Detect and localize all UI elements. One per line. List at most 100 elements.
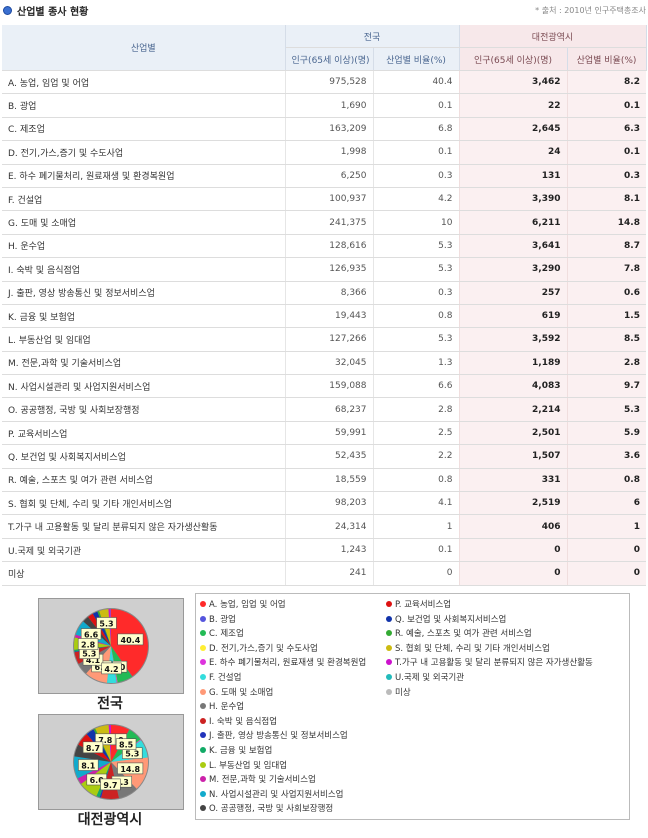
daejeon-ratio-cell: 2.8 — [566, 351, 646, 376]
legend-swatch-icon — [200, 659, 206, 666]
legend-item: I. 숙박 및 음식점업 — [200, 715, 277, 727]
pie-label-box — [101, 662, 122, 675]
pie-data-label: 6.3 — [115, 778, 129, 787]
national-ratio-cell: 1.3 — [372, 351, 459, 376]
table-row: E. 하수 폐기물처리, 원료재생 및 환경복원업 6,250 0.3 131 0.3 — [2, 164, 646, 188]
national-pop-cell: 98,203 — [284, 491, 373, 516]
legend-label: K. 금융 및 보험업 — [209, 746, 273, 756]
national-pop-cell: 6,250 — [284, 164, 373, 188]
industry-name-cell: C. 제조업 — [2, 117, 285, 142]
legend-item: E. 하수 폐기물처리, 원료재생 및 환경복원업 — [200, 656, 366, 668]
group-national-header: 전국 — [285, 25, 460, 48]
legend-swatch-icon — [200, 805, 206, 812]
legend-item: R. 예술, 스포츠 및 여가 관련 서비스업 — [386, 627, 532, 639]
national-pop-cell: 241 — [284, 561, 373, 586]
table-row: G. 도매 및 소매업 241,375 10 6,211 14.8 — [2, 210, 646, 235]
pie-data-label: 8.1 — [81, 762, 96, 771]
legend-item: P. 교육서비스업 — [386, 598, 451, 610]
national-pop-cell: 163,209 — [284, 117, 373, 142]
industry-name-cell: P. 교육서비스업 — [2, 421, 285, 446]
daejeon-pie-panel: 14.88.16.36.05.95.39.78.57.88.7 — [38, 714, 184, 810]
pie-label-box — [117, 633, 144, 646]
legend-item: M. 전문,과학 및 기술서비스업 — [200, 773, 316, 785]
national-ratio-cell: 0.8 — [372, 304, 459, 329]
section-title: 산업별 종사 현황 — [3, 3, 88, 18]
industry-name-cell: H. 운수업 — [2, 234, 285, 259]
legend-label: I. 숙박 및 음식점업 — [209, 716, 278, 727]
legend-swatch-icon — [200, 615, 206, 622]
daejeon-pop-cell: 4,083 — [458, 374, 567, 399]
daejeon-pop-cell: 2,214 — [458, 397, 567, 422]
pie-data-label: 2.8 — [81, 641, 96, 650]
industry-name-cell: S. 협회 및 단체, 수리 및 기타 개인서비스업 — [2, 491, 285, 516]
national-pop-cell: 52,435 — [284, 444, 373, 469]
national-ratio-cell: 0.1 — [372, 93, 459, 118]
daejeon-pie-chart: 14.88.16.36.05.95.39.78.57.88.7 — [73, 724, 149, 800]
national-pop-cell: 127,266 — [284, 327, 373, 352]
legend-label: M. 전문,과학 및 기술서비스업 — [209, 775, 316, 786]
industry-name-cell: D. 전기,가스,증기 및 수도사업 — [2, 140, 285, 165]
national-ratio-cell: 0.3 — [372, 281, 459, 305]
daejeon-pop-cell: 3,390 — [458, 187, 567, 212]
industry-name-cell: L. 부동산업 및 임대업 — [2, 327, 285, 352]
legend-item: S. 협회 및 단체, 수리 및 기타 개인서비스업 — [386, 642, 550, 654]
daejeon-pop-cell: 6,211 — [458, 210, 567, 235]
daejeon-pop-cell: 619 — [458, 304, 567, 329]
table-row: K. 금융 및 보험업 19,443 0.8 619 1.5 — [2, 304, 646, 329]
legend-item: J. 출판, 영상 방송통신 및 정보서비스업 — [200, 729, 348, 741]
industry-name-cell: G. 도매 및 소매업 — [2, 210, 285, 235]
pie-data-label: 5.3 — [125, 750, 139, 759]
industry-name-cell: N. 사업시설관리 및 사업지원서비스업 — [2, 374, 285, 399]
pie-data-label: 6.6 — [84, 631, 99, 640]
legend-item: D. 전기,가스,증기 및 수도사업 — [200, 642, 318, 654]
daejeon-pie-caption: 대전광역시 — [77, 812, 143, 828]
legend-label: L. 부동산업 및 임대업 — [209, 760, 288, 771]
legend-label: N. 사업시설관리 및 사업지원서비스업 — [209, 789, 344, 800]
legend-item: K. 금융 및 보험업 — [200, 744, 272, 756]
legend-item: U.국제 및 외국기관 — [386, 671, 464, 683]
national-ratio-cell: 6.8 — [372, 117, 459, 142]
pie-data-label: 8.5 — [119, 741, 134, 750]
table-row: T.가구 내 고용활동 및 달리 분류되지 않은 자가생산활동 24,314 1 40… — [2, 514, 646, 539]
table-row: P. 교육서비스업 59,991 2.5 2,501 5.9 — [2, 421, 646, 446]
daejeon-ratio-cell: 5.9 — [566, 421, 646, 446]
pie-data-label: 14.8 — [120, 765, 140, 774]
industry-name-cell: E. 하수 폐기물처리, 원료재생 및 환경복원업 — [2, 164, 285, 188]
industry-name-cell: I. 숙박 및 음식점업 — [2, 257, 285, 282]
daejeon-ratio-cell: 8.2 — [566, 70, 646, 95]
chart-area: 40.46.8106.64.15.32.84.25.3 전국 14.88.16.… — [0, 588, 648, 838]
legend-label: T.가구 내 고용활동 및 달리 분류되지 않은 자가생산활동 — [395, 658, 593, 669]
daejeon-ratio-cell: 0 — [566, 561, 646, 586]
table-row: I. 숙박 및 음식점업 126,935 5.3 3,290 7.8 — [2, 257, 646, 282]
daejeon-ratio-cell: 0.6 — [566, 281, 646, 305]
table-row: L. 부동산업 및 임대업 127,266 5.3 3,592 8.5 — [2, 327, 646, 352]
industry-name-cell: 미상 — [2, 561, 285, 586]
table-row: H. 운수업 128,616 5.3 3,641 8.7 — [2, 234, 646, 259]
legend-swatch-icon — [200, 688, 206, 695]
table-row: S. 협회 및 단체, 수리 및 기타 개인서비스업 98,203 4.1 2,519… — [2, 491, 646, 516]
daejeon-pop-cell: 22 — [458, 93, 567, 118]
table-row: A. 농업, 임업 및 어업 975,528 40.4 3,462 8.2 — [2, 70, 646, 95]
daejeon-ratio-cell: 6.3 — [566, 117, 646, 142]
daejeon-ratio-cell: 0 — [566, 538, 646, 563]
pie-label-box — [115, 738, 137, 751]
legend-label: O. 공공행정, 국방 및 사회보장행정 — [209, 804, 334, 815]
national-ratio-cell: 5.3 — [372, 327, 459, 352]
daejeon-ratio-cell: 9.7 — [566, 374, 646, 399]
industry-name-cell: K. 금융 및 보험업 — [2, 304, 285, 329]
legend-swatch-icon — [386, 659, 392, 666]
daejeon-pop-cell: 406 — [458, 514, 567, 539]
national-ratio-cell: 4.2 — [372, 187, 459, 212]
national-pop-cell: 126,935 — [284, 257, 373, 282]
daejeon-pop-cell: 24 — [458, 140, 567, 165]
national-ratio-cell: 40.4 — [372, 70, 459, 95]
daejeon-ratio-cell: 0.1 — [566, 93, 646, 118]
daejeon-ratio-cell: 6 — [566, 491, 646, 516]
daejeon-ratio-cell: 0.1 — [566, 140, 646, 165]
daejeon-ratio-cell: 0.8 — [566, 468, 646, 493]
pie-label-box — [78, 759, 99, 771]
pie-label-box — [95, 733, 116, 746]
daejeon-ratio-cell: 7.8 — [566, 257, 646, 282]
pie-data-label: 5.3 — [99, 620, 113, 629]
table-row: C. 제조업 163,209 6.8 2,645 6.3 — [2, 117, 646, 142]
